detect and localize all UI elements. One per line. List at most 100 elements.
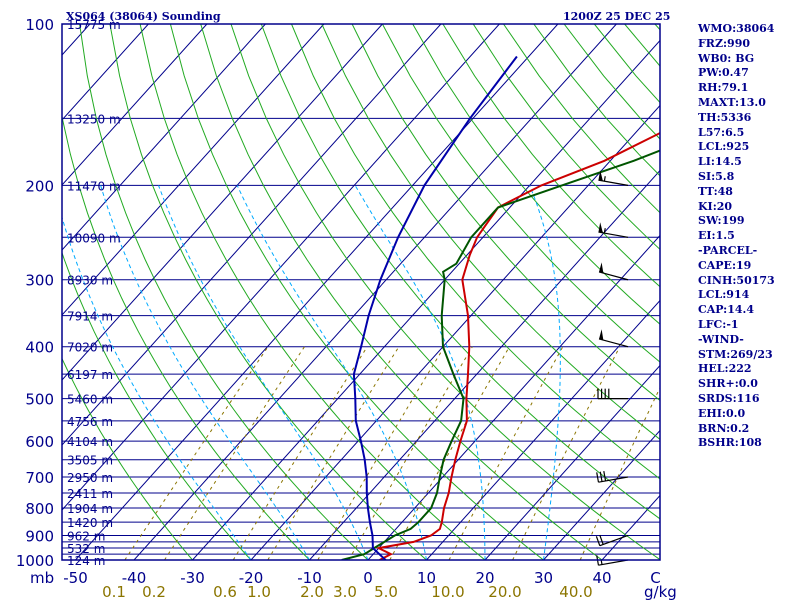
dry-adiabat (260, 24, 660, 520)
wind-barb-staff (598, 338, 629, 348)
dry-adiabat (381, 24, 660, 363)
mixing-ratio-label: 10.0 (431, 583, 464, 600)
wind-barb-flag (598, 170, 603, 181)
sounding-index-item: SRDS:116 (698, 391, 760, 405)
wind-barb-staff (598, 271, 629, 281)
wind-barb-feather (595, 536, 601, 546)
sounding-index-item: CAPE:19 (698, 258, 752, 272)
mixing-ratio-label: 20.0 (488, 583, 521, 600)
dry-adiabat (79, 24, 369, 560)
height-label: 7020 m (67, 341, 113, 355)
mixing-ratio-line (164, 346, 305, 560)
dry-adiabat (351, 24, 660, 402)
wind-barb-feather (599, 471, 603, 482)
wind-barb (598, 329, 629, 348)
wind-barb-staff (598, 559, 629, 566)
wind-barb-half-feather (603, 228, 606, 234)
sounding-index-item: TH:5336 (698, 110, 752, 124)
isotherm-line (367, 234, 660, 560)
pressure-tick-label: 100 (25, 16, 54, 34)
dry-adiabat (412, 24, 660, 325)
isotherm-line (62, 24, 266, 251)
sounding-index-item: BSHR:108 (698, 436, 762, 450)
sounding-index-item: SI:5.8 (698, 169, 735, 183)
dry-adiabat (291, 24, 660, 480)
mixing-ratio-line (579, 386, 660, 560)
wind-barb (598, 262, 629, 281)
pressure-tick-label: 200 (25, 177, 54, 195)
temperature-tick-label: 40 (592, 569, 611, 587)
mixing-ratio-label: 0.6 (213, 583, 237, 600)
height-label: 1420 m (67, 516, 113, 530)
sounding-index-item: HEL:222 (698, 362, 752, 376)
dry-adiabat (62, 113, 310, 560)
dry-adiabat (442, 24, 660, 288)
sounding-index-item: CINH:50173 (698, 273, 775, 287)
wind-barb-flag (599, 329, 604, 341)
height-label: 3505 m (67, 454, 113, 468)
mixing-ratio-label: 3.0 (333, 583, 357, 600)
isotherm-line (62, 24, 149, 121)
sounding-index-item: -PARCEL- (698, 243, 758, 257)
height-label: 15775 m (67, 18, 121, 32)
pressure-tick-label: 700 (25, 469, 54, 487)
pressure-unit-label: mb (30, 569, 54, 587)
isotherm-line (484, 364, 660, 560)
wind-barb-flag (599, 262, 604, 274)
isotherm-line (309, 169, 660, 560)
temperature-tick-label: -20 (239, 569, 264, 587)
sounding-index-item: WMO:38064 (698, 22, 775, 35)
mixing-ratio-label: 1.0 (247, 583, 271, 600)
plot-frame (61, 23, 661, 561)
wind-barb-staff (598, 231, 629, 238)
moist-adiabat (529, 185, 561, 560)
height-label: 4104 m (67, 435, 113, 449)
height-label: 5460 m (67, 393, 113, 407)
temperature-tick-label: 10 (417, 569, 436, 587)
isotherm-line (426, 299, 660, 560)
mixing-ratio-unit-label: g/kg (644, 583, 677, 600)
dry-adiabat (230, 24, 660, 560)
pressure-tick-label: 1000 (16, 552, 54, 570)
sounding-index-item: STM:269/23 (698, 347, 773, 361)
sounding-index-item: CAP:14.4 (698, 303, 755, 317)
mixing-ratio-line (232, 346, 368, 560)
pressure-tick-label: 300 (25, 272, 54, 290)
height-label: 6197 m (67, 368, 113, 382)
mixing-ratio-line (317, 346, 445, 560)
sounding-series (341, 55, 660, 560)
parcel-line (352, 55, 518, 560)
wind-barbs (595, 170, 629, 566)
moist-adiabat (236, 185, 427, 560)
mixing-ratio-label: 2.0 (300, 583, 324, 600)
wind-barb-half-feather (603, 176, 606, 182)
height-label: 13250 m (67, 112, 121, 126)
height-label: 11470 m (67, 179, 121, 193)
pressure-tick-label: 600 (25, 433, 54, 451)
sounding-index-item: SHR+:0.0 (698, 377, 758, 391)
mixing-ratio-line (348, 346, 473, 560)
dry-adiabat (200, 24, 603, 560)
dewpoint-line (341, 149, 660, 560)
pressure-tick-label: 900 (25, 527, 54, 545)
pressure-tick-label: 400 (25, 339, 54, 357)
moist-adiabat (354, 185, 486, 560)
background-lines (62, 24, 660, 560)
dry-adiabat (62, 251, 252, 560)
sounding-index-item: LI:14.5 (698, 155, 742, 169)
wind-barb-staff (598, 476, 629, 483)
mixing-ratio-label: 5.0 (374, 583, 398, 600)
height-label: 962 m (67, 529, 105, 543)
sounding-index-item: LFC:-1 (698, 317, 739, 331)
dry-adiabat (169, 24, 544, 560)
height-label: 1904 m (67, 502, 113, 516)
height-label: 10090 m (67, 231, 121, 245)
temperature-line (375, 131, 660, 560)
wind-barb (598, 170, 629, 186)
dry-adiabat (109, 24, 427, 560)
valid-time: 1200Z 25 DEC 25 (563, 10, 670, 23)
dry-adiabat (321, 24, 660, 441)
height-label: 7914 m (67, 310, 113, 324)
sounding-index-item: EHI:0.0 (698, 406, 746, 420)
